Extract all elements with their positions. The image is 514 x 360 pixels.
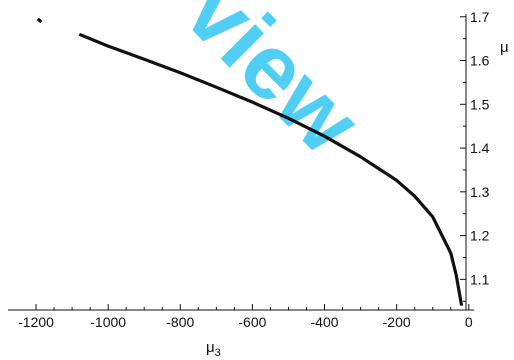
x-tick-label: -1000 <box>90 314 126 330</box>
x-axis-title-subscript: 3 <box>215 347 221 359</box>
x-axis-title: μ3 <box>206 339 221 359</box>
y-tick-label: 1.4 <box>470 140 490 156</box>
x-tick-label: -1200 <box>18 314 54 330</box>
y-tick-label: 1.3 <box>470 184 490 200</box>
y-axis-title: μ <box>500 39 509 56</box>
x-axis-title-main: μ <box>206 339 215 356</box>
y-tick-label: 1.7 <box>470 9 490 25</box>
y-axis: 1.1 1.2 1.3 1.4 1.5 1.6 1.7 <box>460 9 490 310</box>
x-tick-label: -600 <box>238 314 266 330</box>
x-tick-label: -800 <box>166 314 194 330</box>
y-tick-label: 1.6 <box>470 53 490 69</box>
x-axis: -1200 -1000 -800 -600 -400 -200 0 <box>8 304 474 330</box>
y-tick-label: 1.1 <box>470 271 490 287</box>
series-line-2 <box>36 17 43 24</box>
series-line-1 <box>78 32 464 306</box>
x-tick-label: 0 <box>465 314 473 330</box>
x-tick-label: -400 <box>311 314 339 330</box>
x-tick-label: -200 <box>383 314 411 330</box>
y-tick-label: 1.2 <box>470 228 490 244</box>
plot-area <box>36 17 464 306</box>
y-tick-label: 1.5 <box>470 96 490 112</box>
